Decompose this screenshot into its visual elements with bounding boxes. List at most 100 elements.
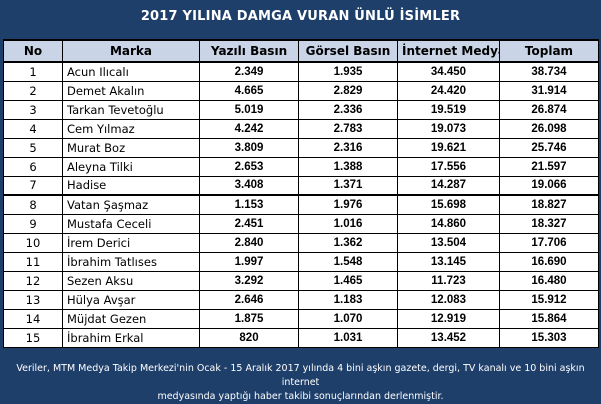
table-row: 6 Aleyna Tilki 2.653 1.388 17.556 21.597 (3, 156, 599, 177)
cell-gorsel-basin: 1.362 (298, 232, 398, 253)
cell-gorsel-basin: 1.465 (298, 270, 398, 291)
cell-marka: İbrahim Tatlıses (62, 251, 200, 272)
cell-gorsel-basin: 1.016 (298, 213, 398, 234)
cell-marka: İrem Derici (62, 232, 200, 253)
cell-marka: Demet Akalın (62, 80, 200, 101)
table-row: 15 İbrahim Erkal 820 1.031 13.452 15.303 (3, 327, 599, 348)
cell-internet-medyasi: 12.083 (397, 289, 500, 310)
cell-internet-medyasi: 13.504 (397, 232, 500, 253)
cell-no: 14 (3, 308, 63, 329)
cell-marka: Müjdat Gezen (62, 308, 200, 329)
cell-no: 11 (3, 251, 63, 272)
cell-toplam: 18.827 (499, 194, 599, 215)
table-row: 14 Müjdat Gezen 1.875 1.070 12.919 15.864 (3, 308, 599, 329)
column-header-marka: Marka (62, 39, 200, 63)
cell-no: 13 (3, 289, 63, 310)
table-row: 12 Sezen Aksu 3.292 1.465 11.723 16.480 (3, 270, 599, 291)
table-row: 11 İbrahim Tatlıses 1.997 1.548 13.145 16.690 (3, 251, 599, 272)
table-title: 2017 YILINA DAMGA VURAN ÜNLÜ İSİMLER (140, 9, 461, 24)
cell-no: 4 (3, 118, 63, 139)
table-row: 4 Cem Yılmaz 4.242 2.783 19.073 26.098 (3, 118, 599, 139)
cell-internet-medyasi: 13.145 (397, 251, 500, 272)
column-header-no: No (3, 39, 63, 63)
cell-gorsel-basin: 2.316 (298, 137, 398, 158)
cell-gorsel-basin: 2.829 (298, 80, 398, 101)
cell-toplam: 15.303 (499, 327, 599, 348)
cell-internet-medyasi: 15.698 (397, 194, 500, 215)
table-row: 3 Tarkan Tevetoğlu 5.019 2.336 19.519 26.874 (3, 99, 599, 120)
cell-gorsel-basin: 1.070 (298, 308, 398, 329)
cell-gorsel-basin: 2.336 (298, 99, 398, 120)
cell-marka: Hülya Avşar (62, 289, 200, 310)
table-row: 10 İrem Derici 2.840 1.362 13.504 17.706 (3, 232, 599, 253)
cell-yazili-basin: 3.408 (199, 175, 299, 196)
cell-toplam: 21.597 (499, 156, 599, 177)
cell-gorsel-basin: 1.183 (298, 289, 398, 310)
cell-gorsel-basin: 1.548 (298, 251, 398, 272)
cell-yazili-basin: 1.875 (199, 308, 299, 329)
column-header-gorsel-basin: Görsel Basın (298, 39, 398, 63)
cell-yazili-basin: 4.665 (199, 80, 299, 101)
cell-marka: Cem Yılmaz (62, 118, 200, 139)
cell-no: 2 (3, 80, 63, 101)
cell-internet-medyasi: 14.860 (397, 213, 500, 234)
cell-toplam: 16.690 (499, 251, 599, 272)
cell-toplam: 16.480 (499, 270, 599, 291)
table-row: 9 Mustafa Ceceli 2.451 1.016 14.860 18.327 (3, 213, 599, 234)
cell-yazili-basin: 1.153 (199, 194, 299, 215)
footnote-line-1: Veriler, MTM Medya Takip Merkezi'nin Oca… (16, 363, 585, 388)
cell-marka: Acun Ilıcalı (62, 61, 200, 82)
cell-yazili-basin: 4.242 (199, 118, 299, 139)
cell-yazili-basin: 1.997 (199, 251, 299, 272)
cell-gorsel-basin: 1.371 (298, 175, 398, 196)
table-row: 7 Hadise 3.408 1.371 14.287 19.066 (3, 175, 599, 196)
table-row: 1 Acun Ilıcalı 2.349 1.935 34.450 38.734 (3, 61, 599, 82)
cell-internet-medyasi: 17.556 (397, 156, 500, 177)
cell-no: 7 (3, 175, 63, 196)
cell-yazili-basin: 2.840 (199, 232, 299, 253)
cell-no: 10 (3, 232, 63, 253)
cell-marka: Sezen Aksu (62, 270, 200, 291)
column-header-toplam: Toplam (499, 39, 599, 63)
cell-yazili-basin: 3.292 (199, 270, 299, 291)
cell-toplam: 38.734 (499, 61, 599, 82)
cell-internet-medyasi: 14.287 (397, 175, 500, 196)
cell-internet-medyasi: 12.919 (397, 308, 500, 329)
cell-internet-medyasi: 13.452 (397, 327, 500, 348)
column-header-yazili-basin: Yazılı Basın (199, 39, 299, 63)
cell-toplam: 26.874 (499, 99, 599, 120)
table-row: 5 Murat Boz 3.809 2.316 19.621 25.746 (3, 137, 599, 158)
cell-marka: Murat Boz (62, 137, 200, 158)
cell-no: 9 (3, 213, 63, 234)
cell-yazili-basin: 2.653 (199, 156, 299, 177)
cell-internet-medyasi: 19.621 (397, 137, 500, 158)
cell-yazili-basin: 5.019 (199, 99, 299, 120)
cell-no: 1 (3, 61, 63, 82)
column-header-internet-medyasi: İnternet Medyası (397, 39, 500, 63)
cell-marka: Mustafa Ceceli (62, 213, 200, 234)
cell-internet-medyasi: 24.420 (397, 80, 500, 101)
cell-toplam: 15.864 (499, 308, 599, 329)
header-row: No Marka Yazılı Basın Görsel Basın İnter… (3, 39, 599, 63)
cell-yazili-basin: 3.809 (199, 137, 299, 158)
cell-toplam: 25.746 (499, 137, 599, 158)
cell-marka: İbrahim Erkal (62, 327, 200, 348)
cell-yazili-basin: 2.646 (199, 289, 299, 310)
cell-yazili-basin: 820 (199, 327, 299, 348)
cell-yazili-basin: 2.451 (199, 213, 299, 234)
source-footnote: Veriler, MTM Medya Takip Merkezi'nin Oca… (6, 362, 595, 404)
cell-toplam: 31.914 (499, 80, 599, 101)
cell-yazili-basin: 2.349 (199, 61, 299, 82)
cell-no: 8 (3, 194, 63, 215)
cell-gorsel-basin: 1.976 (298, 194, 398, 215)
cell-toplam: 18.327 (499, 213, 599, 234)
cell-marka: Hadise (62, 175, 200, 196)
cell-marka: Aleyna Tilki (62, 156, 200, 177)
footnote-line-2: medyasında yaptığı haber takibi sonuçlar… (157, 391, 444, 402)
cell-internet-medyasi: 34.450 (397, 61, 500, 82)
cell-no: 5 (3, 137, 63, 158)
cell-marka: Tarkan Tevetoğlu (62, 99, 200, 120)
cell-toplam: 17.706 (499, 232, 599, 253)
cell-gorsel-basin: 1.031 (298, 327, 398, 348)
